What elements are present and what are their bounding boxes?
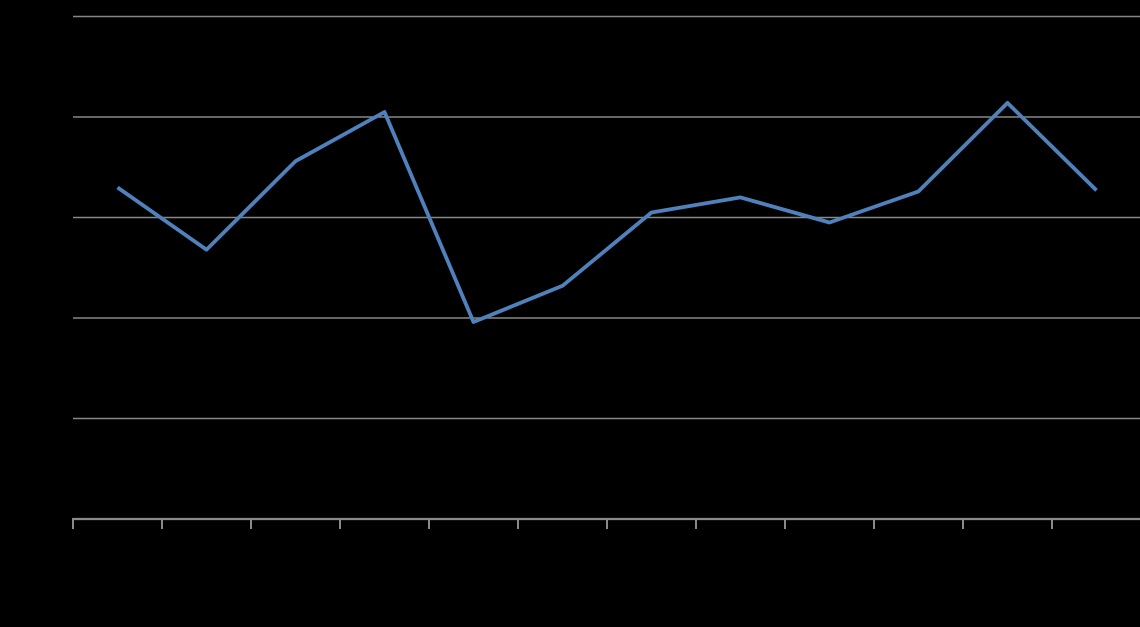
x-axis-group xyxy=(72,517,1140,529)
gridlines-group xyxy=(73,15,1140,420)
data-series-line xyxy=(116,101,1098,324)
series-group xyxy=(116,101,1098,324)
